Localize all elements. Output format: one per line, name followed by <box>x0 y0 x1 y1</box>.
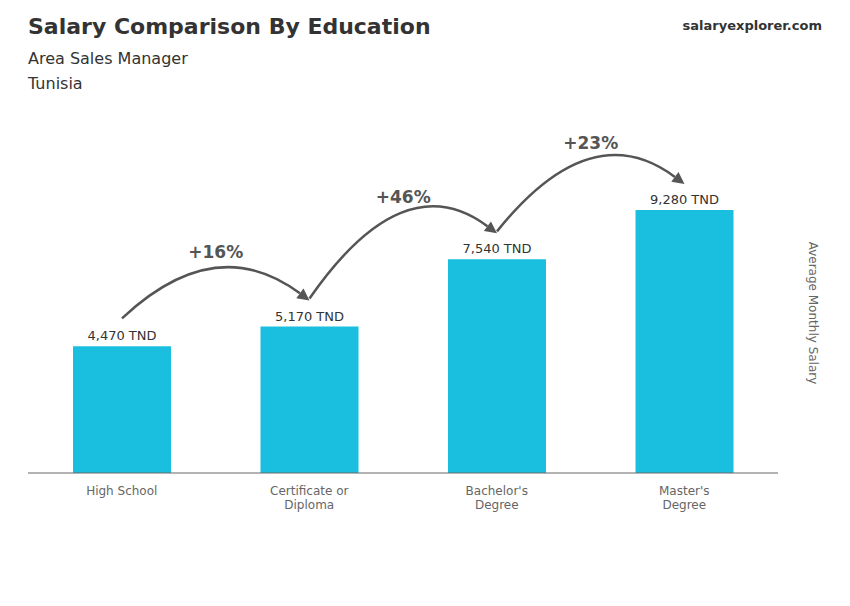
html-text:Area Sales Manager: Area Sales Manager <box>28 49 188 68</box>
svg-text:5,170 TND: 5,170 TND <box>275 309 344 324</box>
svg-text:7,540 TND: 7,540 TND <box>462 241 531 256</box>
html-text:Salary Comparison By Education: Salary Comparison By Education <box>28 14 431 39</box>
svg-text:9,280 TND: 9,280 TND <box>650 192 719 207</box>
svg-text:+46%: +46% <box>376 187 431 207</box>
svg-text:High School: High School <box>86 484 157 498</box>
svg-text:+23%: +23% <box>563 133 618 153</box>
svg-text:Master'sDegree: Master'sDegree <box>659 484 710 512</box>
html-text:Average Monthly Salary: Average Monthly Salary <box>806 241 820 385</box>
html-text:Tunisia: Tunisia <box>28 74 83 93</box>
svg-text:Certificate orDiploma: Certificate orDiploma <box>270 484 348 512</box>
html-text:salaryexplorer.com: salaryexplorer.com <box>682 18 822 33</box>
svg-text:Bachelor'sDegree: Bachelor'sDegree <box>466 484 528 512</box>
svg-text:4,470 TND: 4,470 TND <box>87 328 156 343</box>
svg-text:+16%: +16% <box>188 242 243 262</box>
